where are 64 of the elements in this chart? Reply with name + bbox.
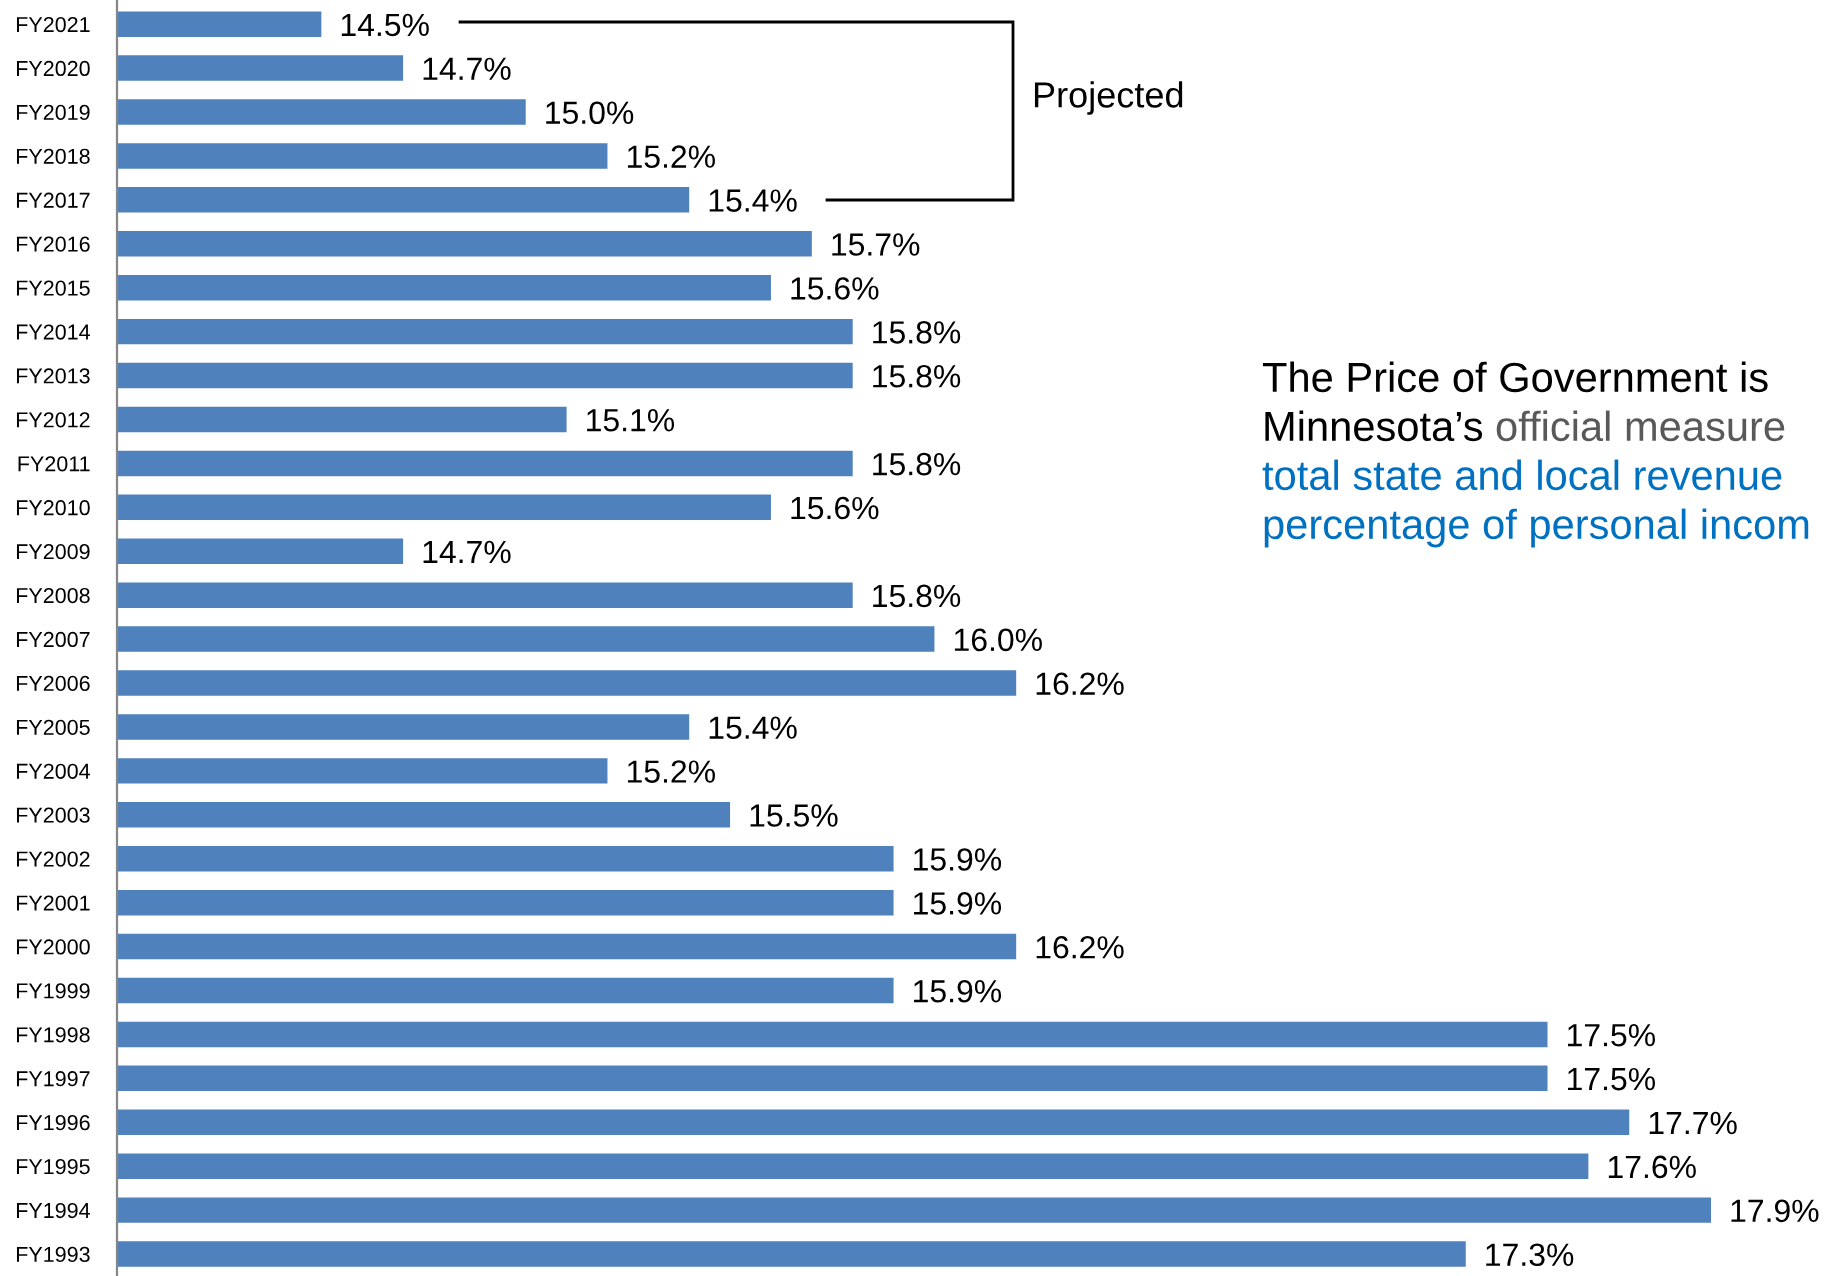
data-label: 16.2% — [1036, 672, 1124, 696]
data-label: 17.3% — [1486, 1243, 1574, 1267]
y-tick-label: FY2000 — [16, 939, 90, 955]
annotation: Minnesota’s — [1265, 410, 1483, 442]
y-tick-label: FY2008 — [16, 587, 90, 604]
data-label: 15.4% — [709, 716, 797, 739]
y-tick-label: FY2001 — [16, 895, 90, 911]
y-tick-label: FY2013 — [16, 368, 90, 384]
y-tick-label: FY2021 — [16, 16, 90, 33]
annotation: official measure — [1496, 410, 1785, 442]
y-tick-label: FY2020 — [16, 60, 90, 77]
y-tick-label: FY2007 — [16, 631, 90, 648]
data-label: 15.8% — [873, 452, 961, 476]
data-label: 14.7% — [423, 57, 511, 81]
y-tick-label: FY2006 — [16, 675, 90, 692]
y-tick-label: FY1997 — [16, 1071, 90, 1087]
data-label: 16.2% — [1036, 935, 1124, 959]
data-label: 17.7% — [1649, 1111, 1737, 1135]
data-label: 15.8% — [873, 584, 961, 608]
annotation: total state and local revenue — [1262, 459, 1782, 491]
data-label: 15.8% — [873, 321, 961, 344]
y-tick-label: FY2014 — [16, 324, 90, 340]
data-label: 17.5% — [1568, 1067, 1656, 1091]
data-label: 14.5% — [341, 13, 429, 37]
data-label: 15.9% — [914, 892, 1002, 915]
data-label: 15.9% — [914, 848, 1002, 871]
y-tick-label: FY2003 — [16, 807, 90, 823]
y-tick-label: FY1993 — [16, 1246, 90, 1263]
data-label: 17.6% — [1608, 1155, 1696, 1179]
y-tick-label: FY2017 — [16, 192, 90, 208]
y-tick-label: FY2009 — [16, 544, 90, 560]
y-tick-label: FY2002 — [16, 851, 90, 867]
y-tick-label: FY2005 — [16, 719, 90, 735]
y-tick-label: FY2004 — [16, 763, 90, 779]
data-label: 15.1% — [587, 409, 675, 432]
data-label: 15.5% — [750, 804, 838, 827]
data-label: 15.7% — [832, 233, 920, 256]
data-label: 15.6% — [791, 277, 879, 300]
data-label: 17.5% — [1568, 1023, 1656, 1047]
data-label: 16.0% — [954, 628, 1042, 652]
y-tick-label: FY1994 — [16, 1202, 90, 1219]
data-label: 15.8% — [873, 364, 961, 388]
annotation: percentage of personal incom — [1264, 508, 1809, 548]
y-tick-label: FY2019 — [16, 104, 90, 121]
y-tick-label: FY2011 — [18, 456, 90, 472]
y-tick-label: FY2010 — [16, 500, 90, 516]
y-tick-label: FY1999 — [16, 983, 90, 999]
y-tick-label: FY2018 — [16, 148, 90, 164]
data-label: 15.6% — [791, 496, 879, 520]
data-label: 14.7% — [423, 540, 511, 564]
data-label: 15.0% — [546, 101, 634, 125]
annotation: Projected — [1034, 81, 1183, 115]
data-label: 15.2% — [627, 760, 715, 783]
annotation: The Price of Government is — [1262, 361, 1768, 393]
y-tick-label: FY1998 — [16, 1027, 90, 1043]
data-label: 17.9% — [1731, 1199, 1819, 1223]
data-label: 15.2% — [627, 145, 715, 168]
y-tick-label: FY2015 — [16, 280, 90, 296]
y-tick-label: FY2016 — [16, 236, 90, 252]
y-tick-label: FY1996 — [16, 1115, 90, 1131]
data-label: 15.4% — [709, 189, 797, 212]
y-tick-label: FY1995 — [16, 1158, 90, 1175]
y-tick-label: FY2012 — [16, 412, 90, 428]
data-label: 15.9% — [914, 979, 1002, 1003]
